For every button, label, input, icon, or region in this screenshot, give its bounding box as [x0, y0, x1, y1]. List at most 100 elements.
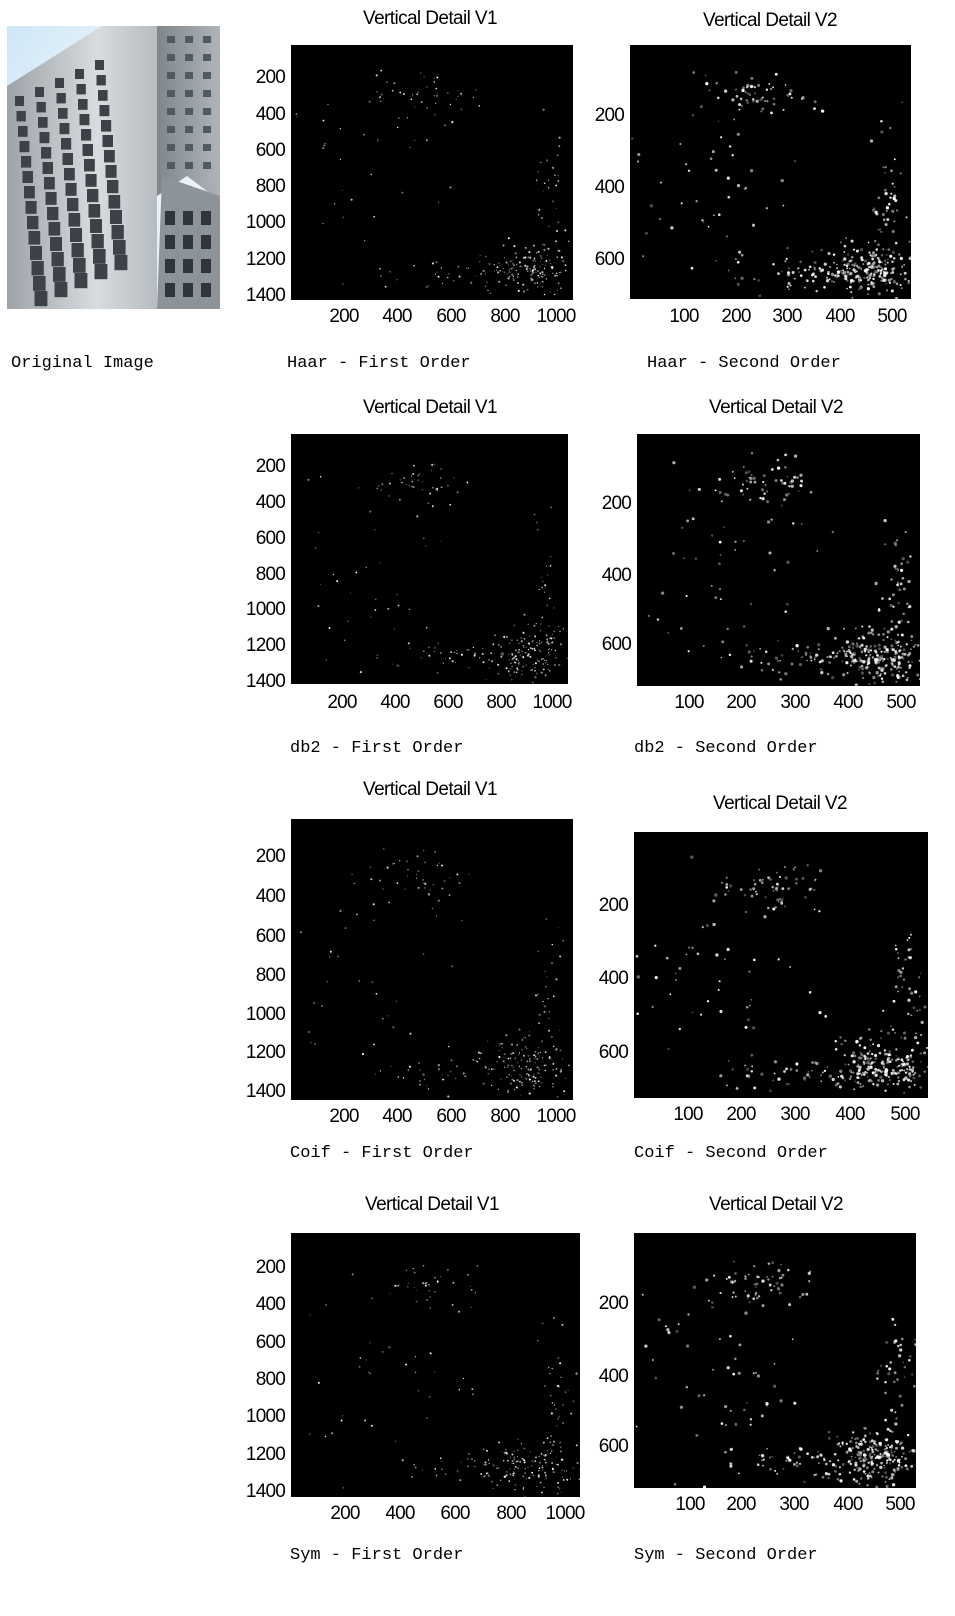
- detail-speck: [882, 638, 885, 642]
- detail-speck: [413, 264, 416, 267]
- detail-speck: [521, 673, 523, 675]
- detail-speck: [423, 76, 425, 78]
- detail-speck: [885, 1446, 889, 1450]
- detail-speck: [434, 273, 437, 275]
- detail-speck: [901, 674, 905, 678]
- detail-speck: [518, 1073, 521, 1076]
- detail-speck: [897, 633, 900, 636]
- detail-speck: [896, 1466, 900, 1470]
- detail-speck: [672, 461, 676, 465]
- window-mark: [185, 144, 193, 151]
- detail-speck: [867, 1065, 870, 1068]
- detail-speck: [515, 649, 517, 651]
- detail-speck: [529, 1069, 531, 1072]
- detail-speck: [390, 1065, 392, 1068]
- detail-speck: [714, 893, 718, 897]
- detail-speck: [782, 204, 785, 207]
- detail-speck: [850, 1054, 854, 1058]
- detail-speck: [529, 267, 531, 270]
- detail-speck: [847, 645, 851, 649]
- detail-speck: [885, 210, 888, 212]
- detail-speck: [877, 228, 880, 231]
- detail-speck: [754, 1371, 758, 1374]
- detail-speck: [530, 1465, 533, 1467]
- detail-speck: [440, 540, 442, 542]
- detail-speck: [768, 551, 772, 555]
- detail-speck: [502, 267, 504, 270]
- detail-speck: [906, 1433, 910, 1437]
- detail-speck: [398, 117, 400, 119]
- detail-speck: [786, 285, 789, 288]
- detail-speck: [874, 270, 878, 274]
- detail-speck: [506, 272, 508, 275]
- detail-speck: [866, 1067, 870, 1071]
- detail-speck: [806, 1073, 810, 1077]
- detail-speck: [538, 208, 541, 211]
- detail-speck: [387, 494, 390, 497]
- detail-speck: [543, 1011, 546, 1013]
- detail-speck: [903, 1091, 905, 1094]
- detail-speck: [850, 291, 853, 294]
- detail-speck: [380, 275, 382, 277]
- detail-speck: [905, 643, 908, 646]
- detail-speck: [503, 1460, 505, 1462]
- window-mark: [167, 54, 175, 61]
- detail-speck: [522, 1486, 525, 1488]
- window-mark: [165, 259, 175, 273]
- detail-speck: [437, 1064, 440, 1067]
- detail-speck: [906, 939, 909, 941]
- detail-speck: [536, 644, 538, 646]
- detail-speck: [926, 1066, 928, 1068]
- detail-speck: [511, 1078, 514, 1081]
- detail-speck: [799, 484, 803, 488]
- detail-speck: [860, 671, 864, 675]
- detail-speck: [825, 279, 830, 283]
- detail-speck: [847, 1063, 850, 1066]
- detail-speck: [550, 564, 552, 566]
- detail-speck: [426, 1085, 428, 1087]
- detail-speck: [738, 250, 742, 254]
- detail-speck: [897, 1079, 901, 1083]
- detail-speck: [466, 481, 469, 484]
- detail-speck: [544, 1051, 547, 1054]
- detail-speck: [550, 649, 553, 651]
- detail-speck: [344, 927, 347, 929]
- detail-speck: [337, 955, 339, 958]
- detail-speck: [544, 1474, 547, 1477]
- detail-speck: [876, 269, 880, 272]
- window-mark: [30, 246, 42, 260]
- detail-speck: [507, 1057, 510, 1060]
- detail-speck: [771, 1275, 774, 1278]
- detail-speck: [793, 277, 796, 280]
- detail-speck: [456, 491, 459, 494]
- detail-speck: [866, 1051, 870, 1055]
- detail-speck: [566, 657, 568, 659]
- detail-speck: [757, 279, 760, 282]
- detail-speck: [832, 656, 836, 659]
- detail-speck: [666, 1328, 670, 1332]
- detail-speck: [894, 1470, 897, 1473]
- detail-speck: [734, 548, 737, 551]
- detail-speck: [448, 273, 450, 275]
- detail-speck: [562, 939, 565, 942]
- detail-speck: [772, 263, 775, 266]
- detail-speck: [857, 249, 860, 252]
- detail-speck: [903, 1069, 906, 1072]
- coif-first-title: Vertical Detail V1: [363, 779, 497, 800]
- detail-speck: [538, 1072, 540, 1074]
- detail-speck: [517, 659, 519, 661]
- window-mark: [74, 273, 88, 289]
- detail-speck: [748, 970, 751, 973]
- detail-speck: [766, 500, 770, 504]
- detail-speck: [886, 1427, 890, 1431]
- detail-speck: [480, 1473, 483, 1475]
- detail-speck: [435, 94, 438, 97]
- detail-speck: [733, 118, 736, 121]
- detail-speck: [503, 1057, 505, 1059]
- detail-speck: [496, 266, 499, 269]
- detail-speck: [897, 952, 899, 955]
- detail-speck: [540, 623, 542, 625]
- detail-speck: [377, 139, 379, 141]
- detail-speck: [884, 1071, 888, 1075]
- detail-speck: [549, 1372, 551, 1375]
